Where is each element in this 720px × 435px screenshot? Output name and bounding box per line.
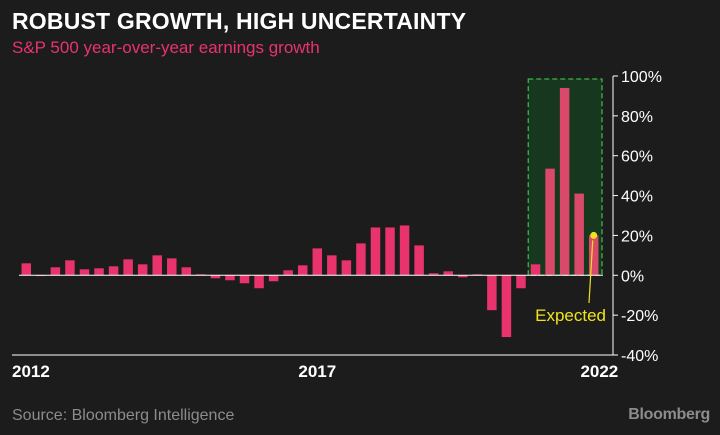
chart-subtitle: S&P 500 year-over-year earnings growth: [12, 38, 320, 57]
bar-32: [487, 275, 497, 311]
earnings-growth-chart: -40% -20% 0% 20% 40% 60% 80% 100% 2012 2017 2022 E…: [12, 69, 662, 381]
bar-37: [559, 87, 570, 276]
y-tick-label-3: 20%: [621, 228, 653, 245]
bar-16: [254, 275, 264, 289]
bar-11: [181, 267, 192, 276]
bar-33: [501, 275, 512, 338]
y-tick-label-5: 60%: [621, 149, 653, 166]
chart-title: ROBUST GROWTH, HIGH UNCERTAINTY: [12, 8, 467, 34]
bloomberg-logo: Bloomberg: [628, 406, 710, 423]
y-tick-label-1: -20%: [621, 308, 658, 325]
bar-8: [137, 264, 148, 276]
bar-24: [370, 227, 381, 276]
bar-27: [414, 245, 424, 276]
y-tick-label-6: 80%: [621, 109, 653, 126]
y-tick-label-7: 100%: [621, 69, 662, 86]
bar-19: [297, 265, 308, 276]
bar-15: [239, 275, 250, 284]
bar-20: [312, 248, 323, 276]
bar-22: [341, 260, 352, 276]
bar-2: [50, 267, 61, 276]
bar-21: [327, 255, 337, 276]
x-tick-label-1: 2017: [298, 362, 336, 381]
bar-9: [152, 255, 162, 276]
bar-0: [21, 263, 32, 276]
bar-4: [79, 269, 90, 276]
bar-23: [356, 243, 366, 276]
bar-36: [545, 168, 555, 276]
bar-26: [399, 225, 410, 276]
bar-14: [225, 275, 235, 281]
bar-34: [516, 275, 526, 289]
bar-5: [94, 268, 104, 276]
bar-18: [283, 270, 293, 276]
bar-28: [428, 273, 439, 276]
expected-marker: [590, 231, 598, 239]
bar-13: [210, 275, 221, 279]
y-tick-label-4: 40%: [621, 189, 653, 206]
x-tick-label-2: 2022: [580, 362, 618, 381]
expected-pointer: [588, 240, 594, 304]
bar-3: [65, 260, 75, 276]
bar-6: [108, 266, 119, 276]
y-tick-label-2: 0%: [621, 268, 644, 285]
bar-10: [167, 258, 177, 276]
expected-label: Expected: [535, 306, 606, 325]
bar-30: [458, 275, 468, 278]
bar-25: [385, 227, 395, 276]
bar-39: [588, 235, 599, 276]
y-tick-label-0: -40%: [621, 348, 658, 365]
x-tick-label-0: 2012: [12, 362, 50, 381]
bar-35: [530, 264, 541, 276]
source-note: Source: Bloomberg Intelligence: [12, 407, 235, 424]
bar-38: [574, 193, 584, 276]
bar-7: [123, 259, 133, 276]
bar-29: [443, 271, 453, 276]
bar-17: [268, 275, 279, 282]
